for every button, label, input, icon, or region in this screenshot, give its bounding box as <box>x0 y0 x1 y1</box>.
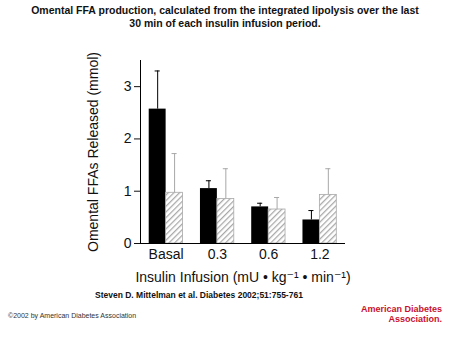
svg-text:1: 1 <box>124 183 132 199</box>
svg-text:0.3: 0.3 <box>208 246 228 262</box>
svg-text:1.2: 1.2 <box>310 246 330 262</box>
html-text:©2002 by American Diabetes Ass: ©2002 by American Diabetes Association <box>8 311 137 319</box>
html-text:American Diabetes Association.: American Diabetes Association. <box>361 304 442 324</box>
svg-text:0.6: 0.6 <box>259 246 279 262</box>
svg-text:Insulin Infusion (mU • kg⁻¹ •: Insulin Infusion (mU • kg⁻¹ • min⁻¹) <box>135 269 350 285</box>
html-text:Omental FFA production, calcul: Omental FFA production, calculated from … <box>31 4 419 30</box>
svg-text:Omental FFAs Released (mmol): Omental FFAs Released (mmol) <box>85 52 101 252</box>
svg-text:2: 2 <box>124 130 132 146</box>
svg-text:Basal: Basal <box>149 246 184 262</box>
html-text:Steven D. Mittelman et al. Dia: Steven D. Mittelman et al. Diabetes 2002… <box>95 290 303 300</box>
svg-text:3: 3 <box>124 78 132 94</box>
svg-text:0: 0 <box>124 235 132 251</box>
